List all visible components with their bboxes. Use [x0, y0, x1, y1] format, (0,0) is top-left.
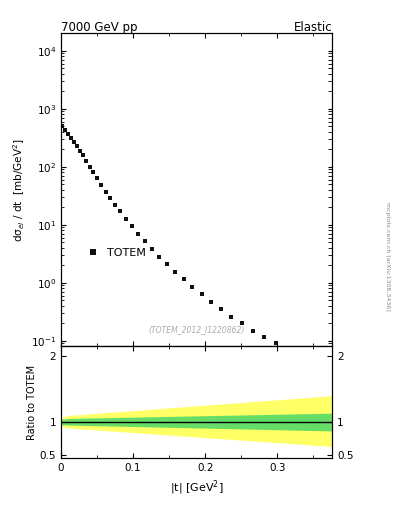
TOTEM [250, 328, 255, 334]
TOTEM [66, 131, 70, 137]
TOTEM [165, 261, 169, 267]
TOTEM [181, 276, 186, 282]
TOTEM [87, 164, 92, 170]
TOTEM [286, 347, 290, 353]
Text: Elastic: Elastic [294, 20, 332, 34]
Legend: TOTEM: TOTEM [77, 244, 151, 263]
TOTEM [209, 298, 213, 305]
TOTEM [149, 246, 154, 252]
Text: mcplots.cern.ch [arXiv:1306.3436]: mcplots.cern.ch [arXiv:1306.3436] [385, 202, 389, 310]
TOTEM [129, 223, 134, 229]
TOTEM [229, 314, 233, 320]
TOTEM [80, 152, 85, 158]
TOTEM [219, 306, 223, 312]
TOTEM [103, 189, 108, 195]
TOTEM [298, 353, 303, 359]
TOTEM [323, 367, 327, 373]
TOTEM [274, 340, 278, 347]
TOTEM [69, 135, 73, 141]
TOTEM [108, 195, 112, 201]
TOTEM [199, 291, 204, 297]
TOTEM [136, 231, 140, 237]
TOTEM [310, 361, 315, 367]
TOTEM [118, 208, 122, 215]
TOTEM [113, 202, 118, 208]
Y-axis label: Ratio to TOTEM: Ratio to TOTEM [27, 365, 37, 440]
Line: TOTEM: TOTEM [60, 124, 327, 372]
TOTEM [142, 238, 147, 244]
TOTEM [74, 143, 79, 150]
TOTEM [240, 320, 244, 326]
Y-axis label: dσ$_{el}$ / dt  [mb/GeV$^{2}$]: dσ$_{el}$ / dt [mb/GeV$^{2}$] [11, 138, 26, 242]
TOTEM [63, 127, 68, 133]
Text: 7000 GeV pp: 7000 GeV pp [61, 20, 138, 34]
TOTEM [72, 139, 76, 145]
TOTEM [99, 182, 104, 188]
TOTEM [91, 169, 96, 176]
TOTEM [157, 254, 162, 260]
Text: (TOTEM_2012_I1220862): (TOTEM_2012_I1220862) [148, 325, 245, 334]
X-axis label: |t| [GeV$^{2}$]: |t| [GeV$^{2}$] [170, 479, 223, 497]
TOTEM [77, 147, 82, 154]
TOTEM [95, 175, 99, 181]
TOTEM [123, 216, 128, 222]
TOTEM [262, 334, 266, 340]
TOTEM [60, 123, 65, 130]
TOTEM [173, 269, 177, 275]
TOTEM [84, 158, 88, 164]
TOTEM [190, 284, 195, 290]
